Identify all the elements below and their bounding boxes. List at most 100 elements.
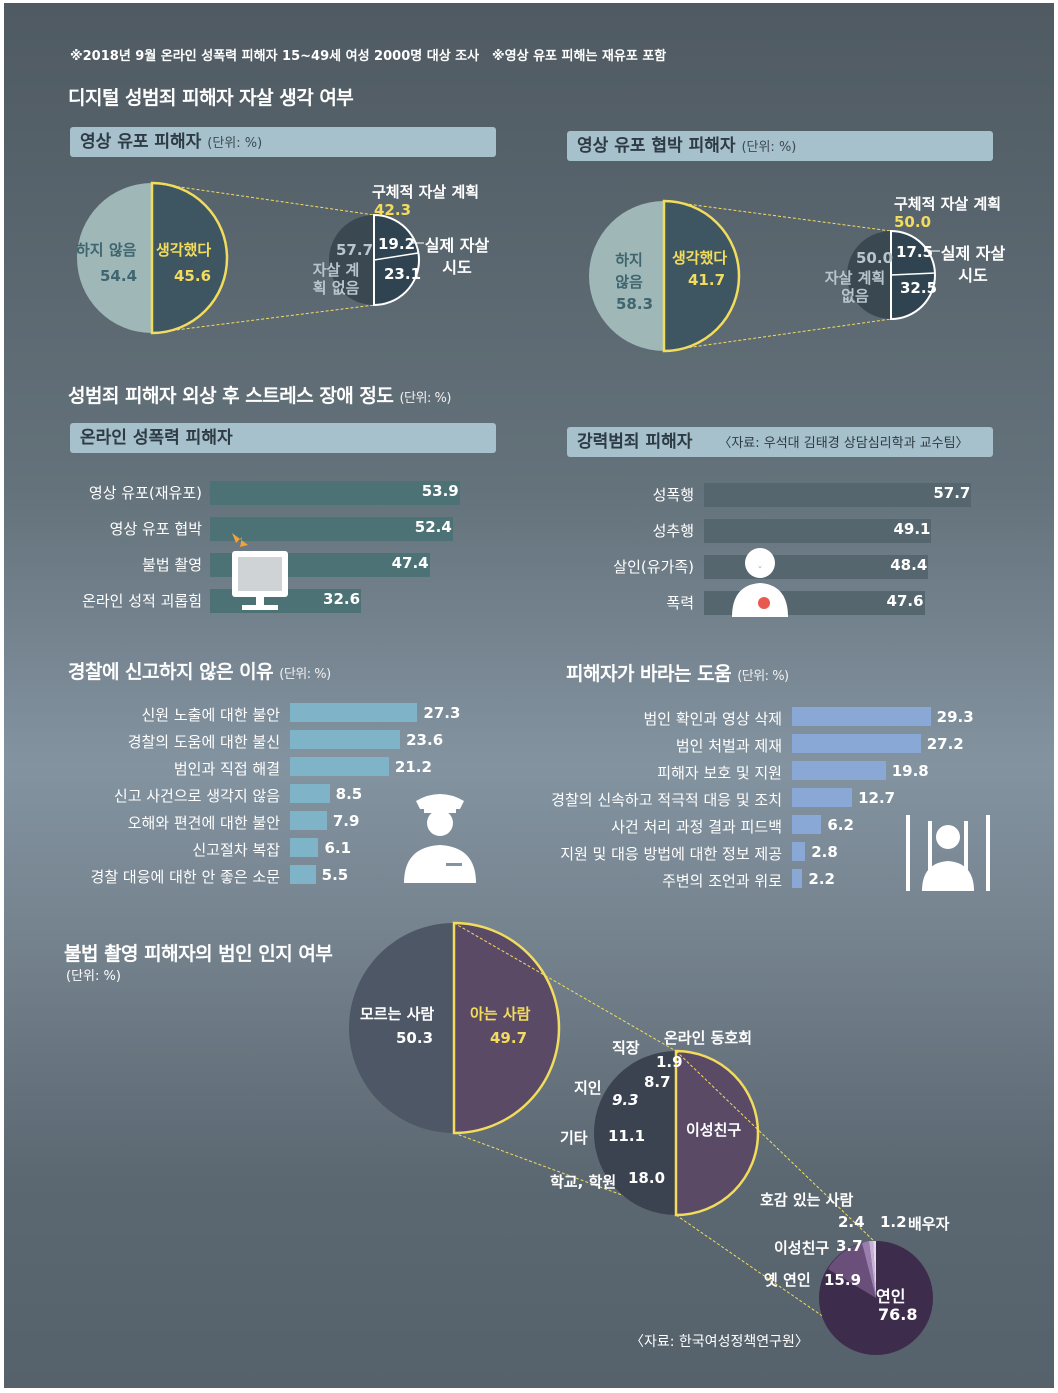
bar-value: 8.5 xyxy=(335,785,363,803)
s5-acq-value: 9.3 xyxy=(612,1091,639,1109)
left-rest-value: 23.1 xyxy=(384,265,422,283)
s5-friend-slice xyxy=(862,1241,876,1298)
s5-ex-slice xyxy=(828,1243,876,1298)
bar xyxy=(704,483,972,507)
victim-icon xyxy=(732,548,788,617)
bar-label: 살인(유가족) xyxy=(613,558,694,576)
left-plan-value: 42.3 xyxy=(374,201,412,219)
bar-value: 27.3 xyxy=(423,704,461,722)
left-suicide-header-text: 영상 유포 피해자 xyxy=(80,132,202,152)
survey-note: ※2018년 9월 온라인 성폭력 피해자 15~49세 여성 2000명 대상… xyxy=(70,49,480,64)
bar-value: 29.3 xyxy=(936,708,974,726)
s5-lover-label: 연인 xyxy=(876,1287,906,1306)
s5-lover-value: 76.8 xyxy=(878,1305,918,1324)
left-none-fill xyxy=(329,215,374,305)
right-main-pie xyxy=(589,199,741,353)
bar-label: 오해와 편견에 대한 불안 xyxy=(127,814,280,832)
s5-unknown-slice xyxy=(349,923,454,1133)
s5-connector2-top xyxy=(675,1050,877,1244)
right-suicide-header-text: 영상 유포 협박 피해자 xyxy=(577,136,736,156)
right-sub-pie xyxy=(847,229,936,321)
bar-value: 12.7 xyxy=(858,789,896,807)
left-connector-top xyxy=(151,182,375,216)
left-no-label: 하지 않음 xyxy=(76,241,137,259)
s5-work-label: 직장 xyxy=(612,1039,640,1057)
s5-other-label: 기타 xyxy=(560,1129,588,1147)
left-none-value: 57.7 xyxy=(336,241,374,259)
bar-label: 불법 촬영 xyxy=(142,556,202,574)
bar-value: 52.4 xyxy=(414,518,452,536)
violent-header-text: 강력범죄 피해자 xyxy=(577,432,693,452)
bar-value: 53.9 xyxy=(421,482,459,500)
left-no-slice-fill xyxy=(77,183,152,333)
bar-value: 21.2 xyxy=(394,758,432,776)
section1-title: 디지털 성범죄 피해자 자살 생각 여부 xyxy=(68,87,354,109)
bar xyxy=(290,865,316,884)
revenge-note: ※영상 유포 피해는 재유포 포함 xyxy=(492,49,667,64)
section3-title-text: 경찰에 신고하지 않은 이유 xyxy=(68,661,274,683)
right-none-value: 50.0 xyxy=(856,249,894,267)
left-main-pie xyxy=(77,181,229,335)
bar-label: 경찰의 신속하고 적극적 대응 및 조치 xyxy=(551,791,782,809)
left-connector-bottom xyxy=(151,304,375,334)
right-plan-label: 구체적 자살 계획 xyxy=(894,195,1002,213)
right-connector-top xyxy=(663,200,892,232)
s5-partner-label: 이성친구 xyxy=(686,1121,742,1139)
bar xyxy=(704,519,932,543)
bar-label: 성추행 xyxy=(652,522,694,540)
bar-value: 23.6 xyxy=(406,731,444,749)
s5-ex-value: 15.9 xyxy=(824,1271,862,1289)
bar-label: 신고절차 복잡 xyxy=(192,841,280,859)
s5-known-label: 아는 사람 xyxy=(470,1005,531,1023)
left-yes-value: 45.6 xyxy=(174,267,212,285)
bar-label: 신고 사건으로 생각지 않음 xyxy=(113,787,280,805)
bar xyxy=(792,869,803,888)
bar-label: 범인 확인과 영상 삭제 xyxy=(643,710,782,728)
bar xyxy=(290,838,319,857)
bar xyxy=(792,815,822,834)
monitor-icon xyxy=(232,533,288,610)
section5-unit: (단위: %) xyxy=(66,969,121,984)
police-icon xyxy=(404,794,476,883)
s5-friend-label: 이성친구 xyxy=(774,1239,830,1257)
infographic: ※2018년 9월 온라인 성폭력 피해자 15~49세 여성 2000명 대상… xyxy=(4,3,1054,1388)
right-none-label: 자살 계획 없음 xyxy=(824,269,886,305)
bar-label: 영상 유포(재유포) xyxy=(88,484,202,502)
left-none-label: 자살 계획 없음 xyxy=(312,261,360,297)
bar xyxy=(792,788,853,807)
s5-unknown-label: 모르는 사람 xyxy=(360,1005,435,1023)
right-connector-bottom xyxy=(663,318,892,352)
bar-value: 49.1 xyxy=(893,520,931,538)
bar-value: 2.2 xyxy=(808,870,835,888)
bar-value: 27.2 xyxy=(926,735,964,753)
bar-value: 6.2 xyxy=(827,816,854,834)
bar-label: 피해자 보호 및 지원 xyxy=(657,764,782,782)
left-yes-label: 생각했다 xyxy=(156,241,212,259)
bar-label: 성폭행 xyxy=(652,486,694,504)
bar-label: 사건 처리 과정 결과 피드백 xyxy=(611,818,782,836)
bar-value: 6.1 xyxy=(324,839,352,857)
left-sub-pie xyxy=(329,213,420,307)
right-yes-slice xyxy=(662,199,741,353)
right-suicide-unit: (단위: %) xyxy=(741,140,797,155)
online-header: 온라인 성폭력 피해자 xyxy=(70,423,496,453)
bar xyxy=(290,784,330,803)
bar-value: 32.6 xyxy=(323,590,361,608)
right-suicide-header: 영상 유포 협박 피해자 (단위: %) xyxy=(567,131,993,161)
bar-label: 신원 노출에 대한 불안 xyxy=(141,706,280,724)
bar-label: 경찰의 도움에 대한 불신 xyxy=(127,733,280,751)
s5-connector-top xyxy=(453,922,677,1052)
section3-unit: (단위: %) xyxy=(279,667,331,682)
section4-title-text: 피해자가 바라는 도움 xyxy=(566,663,732,685)
bar-value: 19.8 xyxy=(891,762,929,780)
bar-label: 온라인 성적 괴롭힘 xyxy=(82,592,202,610)
violent-source: 〈자료: 우석대 김태경 상담심리학과 교수팀〉 xyxy=(718,436,969,451)
bar xyxy=(792,842,806,861)
s5-spouse-slice xyxy=(873,1240,876,1298)
bar-value: 7.9 xyxy=(332,812,360,830)
bar xyxy=(290,811,327,830)
s5-known-pie xyxy=(594,1049,760,1217)
bar-label: 경찰 대응에 대한 안 좋은 소문 xyxy=(90,868,280,886)
bar xyxy=(792,761,886,780)
left-plan-label: 구체적 자살 계획 xyxy=(372,183,480,201)
